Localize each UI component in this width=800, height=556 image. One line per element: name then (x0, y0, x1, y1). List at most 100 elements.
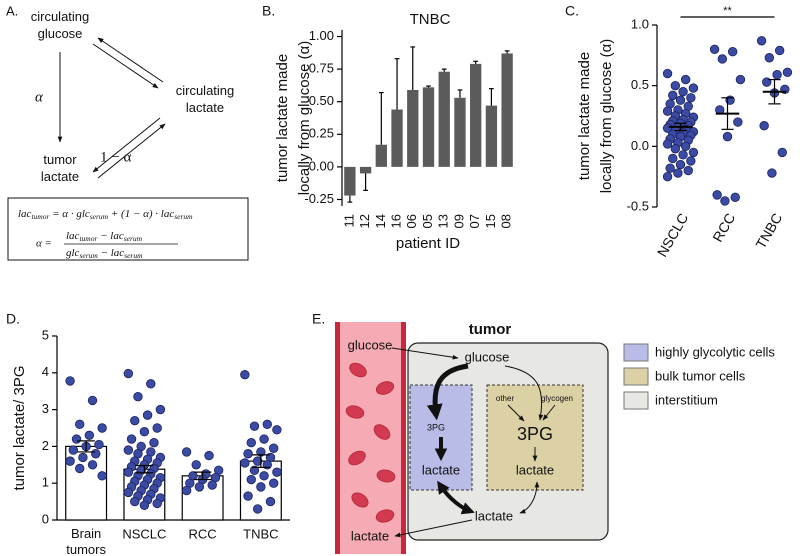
data-point (772, 70, 782, 80)
y-axis-label: locally from glucose (α) (598, 39, 615, 194)
formula-part: glc (66, 247, 80, 259)
metabolite: glucose (465, 349, 510, 364)
metabolite: lactate (475, 508, 513, 523)
formula-box (7, 197, 249, 261)
x-tick-label: 14 (373, 214, 388, 228)
data-point (249, 465, 260, 476)
node-label: circulating glucose (31, 9, 90, 41)
panel-label: A. (6, 3, 18, 18)
node-label: tumor lactate (41, 152, 79, 184)
data-point (675, 95, 686, 105)
data-point (149, 438, 159, 448)
data-point (84, 430, 95, 441)
data-point (123, 368, 134, 379)
data-point (243, 491, 253, 501)
data-point (252, 504, 263, 514)
metabolite: other (496, 394, 515, 403)
panel-a: A. circulating glucose circulating lactate… (6, 3, 249, 261)
y-axis-label: tumor lactate/ 3PG (11, 365, 28, 490)
data-point (78, 452, 88, 463)
node-line: circulating (31, 9, 90, 24)
data-point (249, 421, 260, 431)
legend-label: interstitium (655, 392, 718, 407)
data-point (133, 392, 143, 402)
data-point (191, 460, 201, 470)
x-tick-label: 08 (499, 214, 514, 228)
metabolite: lactate (351, 528, 389, 543)
bar (501, 53, 513, 167)
data-point (782, 67, 793, 78)
data-point (126, 434, 137, 444)
x-tick-label: NSCLC (654, 210, 692, 259)
chart-title: TNBC (410, 11, 451, 28)
data-point (678, 87, 688, 97)
bar (359, 166, 372, 174)
metabolite: lactate (516, 462, 554, 477)
data-point (65, 376, 75, 386)
formula: lactumor = α · glcserum + (1 − α) · lacs… (18, 208, 193, 221)
data-point (139, 426, 150, 437)
data-point (152, 498, 162, 509)
panel-label: D. (6, 311, 20, 327)
data-point (662, 106, 673, 116)
data-point (735, 74, 746, 85)
data-point (152, 423, 162, 433)
arrow (97, 123, 166, 179)
formula-part: lac (18, 208, 32, 220)
formula-numerator: lactumor − lacserum (66, 230, 143, 243)
legend-swatch (623, 343, 649, 362)
data-point (265, 496, 276, 507)
data-point (709, 44, 720, 54)
y-tick-label: -0.5 (627, 198, 649, 213)
metabolite: 3PG (427, 422, 445, 432)
formula-lhs: α = (36, 238, 52, 250)
data-point (722, 131, 733, 142)
data-point (675, 159, 686, 170)
data-point (97, 471, 107, 481)
node-line: lactate (186, 100, 224, 115)
data-point (87, 460, 98, 470)
data-point (262, 419, 272, 430)
data-point (733, 117, 743, 127)
vessel-wall (401, 322, 406, 554)
subscript: serum (174, 212, 193, 221)
metabolite: lactate (422, 462, 460, 477)
formula-part: = α · glc (49, 208, 90, 220)
data-point (75, 463, 85, 474)
x-axis-label: patient ID (396, 235, 460, 252)
y-tick-label: 0.0 (631, 138, 649, 153)
subscript: tumor (31, 212, 49, 221)
y-tick-label: 5 (42, 327, 49, 342)
data-point (75, 419, 85, 430)
y-tick-label: 0.75 (309, 61, 334, 76)
y-tick-label: 0.5 (631, 77, 649, 92)
legend-label: highly glycolytic cells (655, 344, 775, 359)
subscript: tumor (79, 234, 97, 243)
x-tick-label: TNBC (752, 210, 785, 251)
data-point (68, 445, 79, 455)
bar (438, 71, 450, 167)
y-axis-label: tumor lactate made (576, 52, 593, 180)
bar (375, 144, 387, 167)
label-line: Brain (71, 526, 101, 541)
data-point (246, 438, 256, 448)
data-point (123, 445, 134, 455)
significance-label: ** (723, 5, 732, 17)
data-point (259, 434, 269, 444)
data-point (272, 425, 282, 435)
bar (454, 97, 466, 167)
data-point (181, 447, 192, 457)
x-tick-label: Brain tumors (66, 526, 106, 556)
legend-label: bulk tumor cells (655, 368, 746, 383)
data-point (680, 74, 691, 85)
x-tick-label: 06 (404, 214, 419, 228)
data-point (268, 478, 279, 488)
data-point (123, 487, 134, 498)
node-line: lactate (41, 169, 79, 184)
node-line: glucose (38, 26, 83, 41)
data-point (774, 45, 785, 56)
bar (391, 109, 403, 167)
data-point (181, 485, 192, 496)
edge-label: α (35, 89, 44, 105)
data-point (767, 168, 777, 178)
